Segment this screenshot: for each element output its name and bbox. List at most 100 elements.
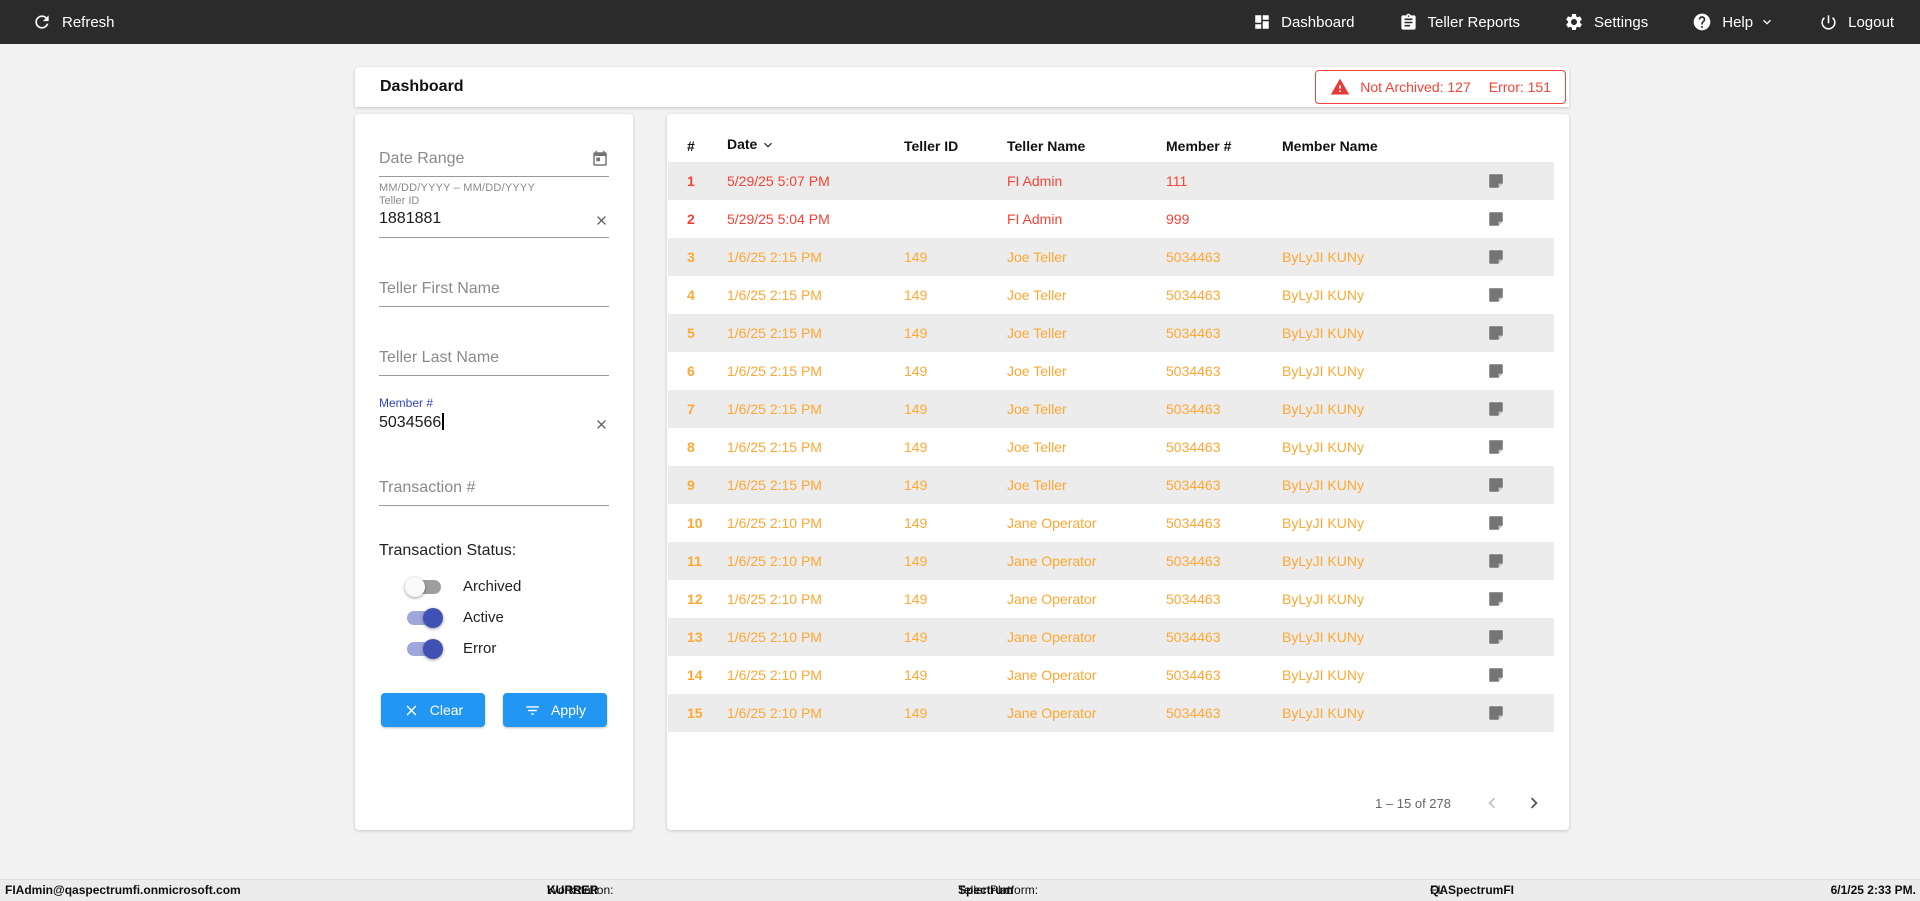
nav-dashboard[interactable]: Dashboard	[1253, 13, 1355, 31]
clear-button-label: Clear	[429, 702, 464, 718]
note-icon[interactable]	[1487, 162, 1554, 200]
logged-in-user: FIAdmin@qaspectrumfi.onmicrosoft.com	[5, 883, 241, 897]
table-row[interactable]: 2 5/29/25 5:04 PM FI Admin 999	[668, 200, 1554, 238]
cell-teller-id: 149	[904, 287, 928, 303]
cell-teller-id: 149	[904, 401, 928, 417]
cell-date: 1/6/25 2:15 PM	[727, 401, 822, 417]
nav-settings-label: Settings	[1594, 13, 1649, 31]
refresh-button[interactable]: Refresh	[32, 12, 115, 32]
note-icon[interactable]	[1487, 276, 1554, 314]
table-row[interactable]: 6 1/6/25 2:15 PM 149 Joe Teller 5034463 ByLyJ…	[668, 352, 1554, 390]
cell-member-number: 5034463	[1166, 439, 1221, 455]
help-icon	[1692, 12, 1712, 32]
member-number-value: 5034566	[379, 414, 442, 431]
note-icon[interactable]	[1487, 618, 1554, 656]
toggle-row-active: Active	[379, 607, 609, 628]
apply-button[interactable]: Apply	[503, 693, 607, 727]
pagination-range-label: 1 – 15 of 278	[1375, 795, 1451, 811]
cell-teller-name: Joe Teller	[1007, 287, 1067, 303]
teller-reports-icon	[1399, 13, 1418, 32]
table-row[interactable]: 10 1/6/25 2:10 PM 149 Jane Operator 5034463 B…	[668, 504, 1554, 542]
col-date-sortable[interactable]: Date	[727, 130, 904, 162]
table-row[interactable]: 5 1/6/25 2:15 PM 149 Joe Teller 5034463 ByLyJ…	[668, 314, 1554, 352]
cell-teller-name: Jane Operator	[1007, 629, 1097, 645]
cell-row-number: 4	[687, 287, 695, 303]
not-archived-count: Not Archived: 127	[1360, 79, 1471, 95]
teller-last-name-field[interactable]: Teller Last Name	[379, 349, 609, 376]
nav-logout-label: Logout	[1848, 13, 1894, 31]
clear-teller-id-icon[interactable]	[594, 213, 609, 228]
note-icon[interactable]	[1487, 238, 1554, 276]
note-icon[interactable]	[1487, 694, 1554, 732]
clear-member-number-icon[interactable]	[594, 417, 609, 432]
cell-member-name: ByLyJI KUNy	[1282, 553, 1364, 569]
cell-member-name: ByLyJI KUNy	[1282, 287, 1364, 303]
error-toggle[interactable]	[407, 638, 443, 659]
table-row[interactable]: 14 1/6/25 2:10 PM 149 Jane Operator 5034463 B…	[668, 656, 1554, 694]
cell-member-name	[1282, 162, 1487, 200]
nav-help[interactable]: Help	[1692, 12, 1775, 32]
fi-info: FI: QASpectrumFI	[1430, 883, 1515, 897]
member-number-label: Member #	[379, 396, 434, 410]
archive-error-alert[interactable]: Not Archived: 127 Error: 151	[1315, 70, 1566, 104]
col-member-number: Member #	[1166, 138, 1232, 154]
table-row[interactable]: 4 1/6/25 2:15 PM 149 Joe Teller 5034463 ByLyJ…	[668, 276, 1554, 314]
table-row[interactable]: 8 1/6/25 2:15 PM 149 Joe Teller 5034463 ByLyJ…	[668, 428, 1554, 466]
cell-teller-id: 149	[904, 591, 928, 607]
cell-date: 1/6/25 2:10 PM	[727, 515, 822, 531]
cell-date: 1/6/25 2:10 PM	[727, 705, 822, 721]
nav-settings[interactable]: Settings	[1564, 12, 1648, 32]
table-row[interactable]: 3 1/6/25 2:15 PM 149 Joe Teller 5034463 ByLyJ…	[668, 238, 1554, 276]
note-icon[interactable]	[1487, 390, 1554, 428]
note-icon[interactable]	[1487, 656, 1554, 694]
note-icon[interactable]	[1487, 200, 1554, 238]
transaction-number-field[interactable]: Transaction #	[379, 479, 609, 506]
note-icon[interactable]	[1487, 542, 1554, 580]
cell-teller-id: 149	[904, 249, 928, 265]
cell-teller-name: Joe Teller	[1007, 401, 1067, 417]
error-count: Error: 151	[1488, 79, 1551, 95]
table-row[interactable]: 12 1/6/25 2:10 PM 149 Jane Operator 5034463 B…	[668, 580, 1554, 618]
active-toggle[interactable]	[407, 607, 443, 628]
col-actions	[1487, 130, 1554, 162]
note-icon[interactable]	[1487, 466, 1554, 504]
member-number-field[interactable]: 5034566	[379, 413, 609, 439]
note-icon[interactable]	[1487, 314, 1554, 352]
table-row[interactable]: 13 1/6/25 2:10 PM 149 Jane Operator 5034463 B…	[668, 618, 1554, 656]
clear-button[interactable]: Clear	[381, 693, 485, 727]
note-icon[interactable]	[1487, 504, 1554, 542]
date-range-field[interactable]: Date Range	[379, 150, 609, 177]
calendar-icon[interactable]	[591, 150, 609, 168]
nav-teller-reports[interactable]: Teller Reports	[1399, 13, 1520, 32]
cell-row-number: 8	[687, 439, 695, 455]
archived-toggle[interactable]	[405, 576, 441, 597]
cell-member-number: 5034463	[1166, 325, 1221, 341]
workstation-info: Workstation: KURRER	[547, 883, 614, 897]
table-row[interactable]: 11 1/6/25 2:10 PM 149 Jane Operator 5034463 B…	[668, 542, 1554, 580]
cell-row-number: 1	[687, 173, 695, 189]
cell-row-number: 14	[687, 667, 703, 683]
table-row[interactable]: 7 1/6/25 2:15 PM 149 Joe Teller 5034463 ByLyJ…	[668, 390, 1554, 428]
note-icon[interactable]	[1487, 352, 1554, 390]
cell-row-number: 13	[687, 629, 703, 645]
cell-teller-name: FI Admin	[1007, 173, 1063, 189]
table-row[interactable]: 15 1/6/25 2:10 PM 149 Jane Operator 5034463 B…	[668, 694, 1554, 732]
previous-page-icon[interactable]	[1481, 792, 1503, 814]
teller-id-field[interactable]: 1881881	[379, 210, 609, 238]
clear-x-icon	[403, 702, 420, 719]
note-icon[interactable]	[1487, 580, 1554, 618]
table-row[interactable]: 9 1/6/25 2:15 PM 149 Joe Teller 5034463 ByLyJ…	[668, 466, 1554, 504]
pagination: 1 – 15 of 278	[1375, 792, 1545, 814]
note-icon[interactable]	[1487, 428, 1554, 466]
teller-id-label: Teller ID	[379, 195, 420, 207]
cell-row-number: 5	[687, 325, 695, 341]
table-row[interactable]: 1 5/29/25 5:07 PM FI Admin 111	[668, 162, 1554, 200]
nav-logout[interactable]: Logout	[1819, 13, 1894, 32]
date-range-format-hint: MM/DD/YYYY – MM/DD/YYYY	[379, 182, 535, 194]
teller-first-name-field[interactable]: Teller First Name	[379, 280, 609, 307]
cell-teller-id: 149	[904, 667, 928, 683]
active-toggle-label: Active	[463, 609, 504, 626]
teller-first-name-placeholder: Teller First Name	[379, 280, 500, 297]
cell-row-number: 3	[687, 249, 695, 265]
next-page-icon[interactable]	[1523, 792, 1545, 814]
